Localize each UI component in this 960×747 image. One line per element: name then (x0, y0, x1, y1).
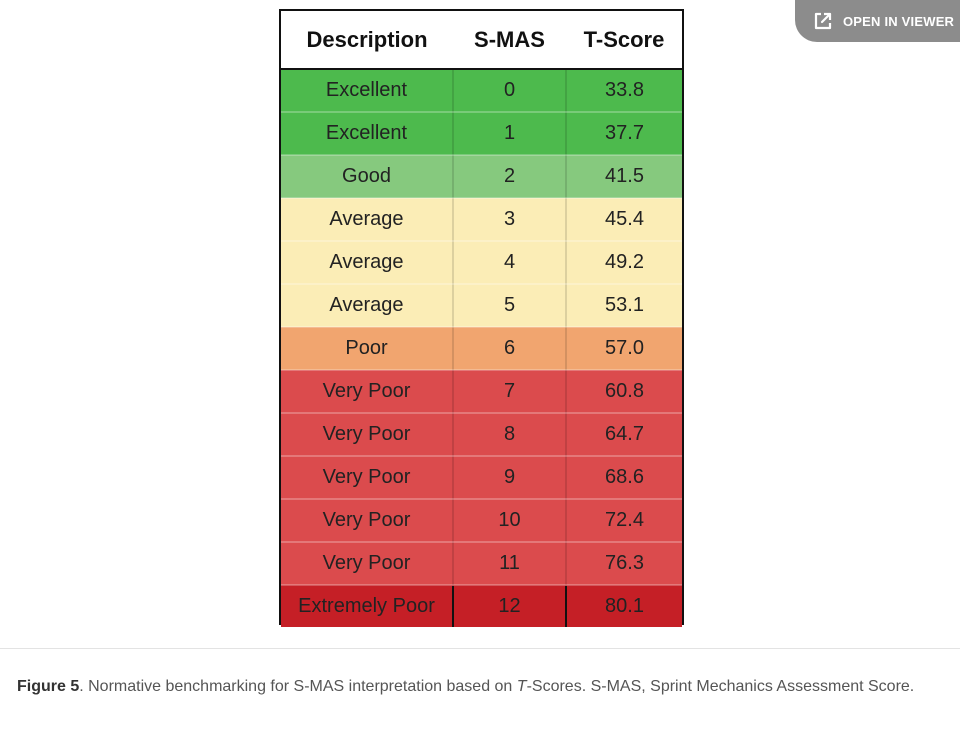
cell-smas: 10 (453, 499, 567, 543)
cell-smas: 9 (453, 456, 567, 500)
cell-smas: 0 (453, 69, 567, 113)
caption-label: Figure 5 (17, 678, 80, 695)
cell-description: Average (281, 241, 454, 285)
cell-smas: 3 (453, 198, 567, 242)
cell-description: Average (281, 284, 454, 328)
cell-description: Good (281, 155, 454, 199)
cell-smas: 4 (453, 241, 567, 285)
caption-italic: T (516, 678, 527, 695)
cell-tscore: 60.8 (566, 370, 682, 414)
cell-smas: 8 (453, 413, 567, 457)
cell-description: Very Poor (281, 456, 454, 500)
cell-tscore: 49.2 (566, 241, 682, 285)
cell-description: Very Poor (281, 542, 454, 586)
cell-tscore: 53.1 (566, 284, 682, 328)
cell-smas: 1 (453, 112, 567, 156)
cell-tscore: 76.3 (566, 542, 682, 586)
cell-description: Average (281, 198, 454, 242)
table-body: Excellent 0 33.8 Excellent 1 37.7 Good 2 41.5 Ave… (281, 69, 682, 627)
cell-description: Very Poor (281, 370, 454, 414)
table-row: Average 3 45.4 (281, 198, 682, 242)
benchmark-figure: Description S-MAS T-Score Excellent 0 33.8… (279, 9, 684, 627)
table-row: Very Poor 11 76.3 (281, 542, 682, 586)
cell-tscore: 64.7 (566, 413, 682, 457)
cell-tscore: 37.7 (566, 112, 682, 156)
table-row: Very Poor 9 68.6 (281, 456, 682, 500)
cell-smas: 11 (453, 542, 567, 586)
header-tscore: T-Score (566, 11, 682, 70)
caption-text-after: -Scores. S-MAS, Sprint Mechanics Assessm… (526, 678, 915, 695)
table-row: Excellent 0 33.8 (281, 69, 682, 113)
table-row: Very Poor 10 72.4 (281, 499, 682, 543)
cell-description: Very Poor (281, 413, 454, 457)
cell-tscore: 68.6 (566, 456, 682, 500)
cell-tscore: 57.0 (566, 327, 682, 371)
header-description: Description (281, 11, 453, 70)
table-row: Excellent 1 37.7 (281, 112, 682, 156)
external-link-icon (814, 12, 832, 30)
open-in-viewer-button[interactable]: OPEN IN VIEWER (795, 0, 960, 42)
table-header-row: Description S-MAS T-Score (281, 11, 682, 70)
cell-tscore: 45.4 (566, 198, 682, 242)
cell-tscore: 72.4 (566, 499, 682, 543)
table-row: Very Poor 8 64.7 (281, 413, 682, 457)
cell-smas: 12 (453, 584, 567, 627)
table-row: Average 4 49.2 (281, 241, 682, 285)
table-row: Extremely Poor 12 80.1 (281, 584, 682, 627)
caption-text-before: . Normative benchmarking for S-MAS inter… (79, 678, 517, 695)
table-row: Very Poor 7 60.8 (281, 370, 682, 414)
benchmark-table: Description S-MAS T-Score Excellent 0 33.8… (281, 11, 682, 627)
caption-divider (0, 648, 960, 649)
table-row: Good 2 41.5 (281, 155, 682, 199)
cell-smas: 6 (453, 327, 567, 371)
table-row: Poor 6 57.0 (281, 327, 682, 371)
cell-description: Very Poor (281, 499, 454, 543)
header-smas: S-MAS (453, 11, 566, 70)
cell-smas: 5 (453, 284, 567, 328)
cell-smas: 2 (453, 155, 567, 199)
cell-tscore: 33.8 (566, 69, 682, 113)
table-row: Average 5 53.1 (281, 284, 682, 328)
cell-tscore: 41.5 (566, 155, 682, 199)
open-in-viewer-label: OPEN IN VIEWER (843, 13, 955, 29)
cell-description: Excellent (281, 69, 454, 113)
cell-description: Extremely Poor (281, 584, 454, 627)
figure-caption: Figure 5. Normative benchmarking for S-M… (17, 671, 947, 703)
cell-tscore: 80.1 (566, 584, 682, 627)
cell-description: Excellent (281, 112, 454, 156)
cell-description: Poor (281, 327, 454, 371)
cell-smas: 7 (453, 370, 567, 414)
